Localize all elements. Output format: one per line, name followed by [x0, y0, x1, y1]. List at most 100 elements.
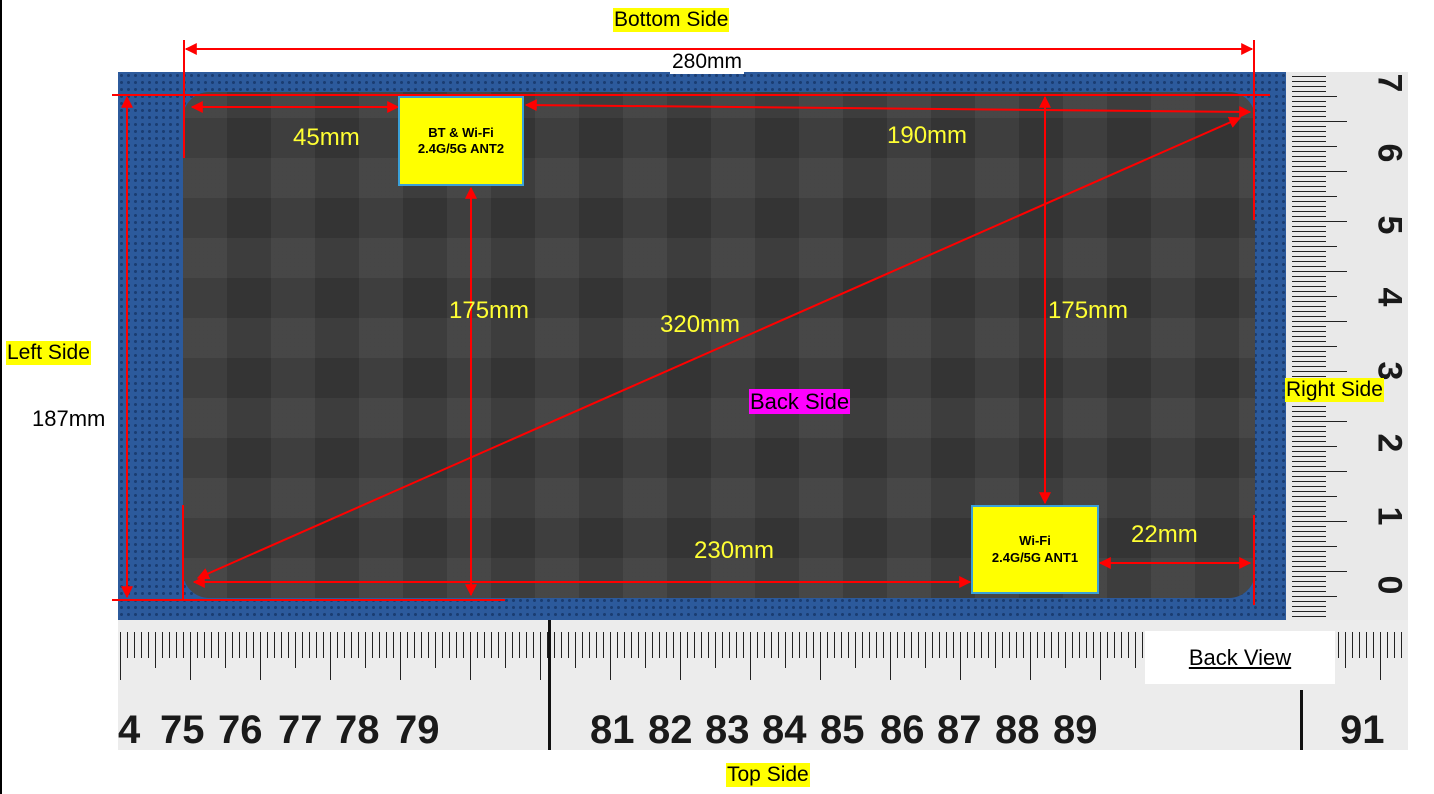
ruler-tick [456, 632, 457, 658]
ruler-tick [1292, 161, 1326, 162]
ruler-tick [1292, 471, 1347, 472]
right-side-label: Right Side [1285, 378, 1384, 403]
ruler-tick [883, 632, 884, 658]
ruler-tick [1292, 516, 1326, 517]
ruler-tick [309, 632, 310, 658]
ruler-tick [687, 632, 688, 658]
ruler-tick [589, 632, 590, 658]
ruler-tick [764, 632, 765, 658]
ruler-tick [1373, 632, 1374, 658]
ruler-tick [512, 632, 513, 658]
ruler-tick [1292, 186, 1326, 187]
ruler-tick [680, 632, 681, 680]
ruler-tick [603, 632, 604, 658]
ruler-tick [1292, 296, 1337, 297]
ruler-tick [1292, 486, 1326, 487]
ruler-tick [1352, 632, 1353, 658]
ruler-tick [967, 632, 968, 658]
ruler-tick [1292, 226, 1326, 227]
ant2-line2: 2.4G/5G ANT2 [417, 141, 505, 156]
dim-label-175-left: 175mm [449, 297, 530, 324]
ruler-tick [330, 632, 331, 680]
ruler-tick [1292, 501, 1326, 502]
ruler-tick [1292, 111, 1326, 112]
ruler-tick [519, 632, 520, 658]
ruler-number: 86 [880, 708, 925, 752]
ruler-tick [925, 632, 926, 668]
ruler-tick [1292, 276, 1326, 277]
back-side-label: Back Side [749, 389, 851, 415]
ruler-tick [1387, 632, 1388, 658]
ruler-tick [785, 632, 786, 668]
ruler-tick [1292, 436, 1326, 437]
ruler-tick [554, 632, 555, 658]
ruler-tick [1394, 632, 1395, 658]
ruler-tick [295, 632, 296, 668]
ruler-tick [1292, 416, 1326, 417]
ruler-tick [1292, 371, 1347, 372]
ruler-tick [1292, 101, 1326, 102]
ruler-tick [841, 632, 842, 658]
ruler-number: 77 [278, 708, 323, 752]
ruler-tick [1292, 231, 1326, 232]
ruler-tick [337, 632, 338, 658]
ruler-tick [1292, 331, 1326, 332]
ruler-tick [631, 632, 632, 658]
dim-label-230: 230mm [694, 537, 775, 564]
ruler-tick [659, 632, 660, 658]
ruler-tick [652, 632, 653, 658]
ruler-tick [911, 632, 912, 658]
ruler-tick [1292, 441, 1326, 442]
dim-label-320: 320mm [660, 311, 741, 338]
ruler-tick [288, 632, 289, 658]
ruler-tick [876, 632, 877, 658]
dim-label-190: 190mm [887, 122, 968, 149]
ruler-tick [1114, 632, 1115, 658]
ruler-tick [561, 632, 562, 658]
ruler-tick [1292, 526, 1326, 527]
ruler-number: 83 [705, 708, 750, 752]
ruler-tick [323, 632, 324, 658]
ruler-tick [932, 632, 933, 658]
ruler-tick [813, 632, 814, 658]
ruler-tick [1292, 506, 1326, 507]
ruler-tick [1292, 216, 1326, 217]
ruler-tick [596, 632, 597, 658]
ruler-tick [344, 632, 345, 658]
ruler-tick [610, 632, 611, 680]
ruler-tick [281, 632, 282, 658]
ruler-tick [834, 632, 835, 658]
ruler-tick [1292, 131, 1326, 132]
ruler-tick [1292, 351, 1326, 352]
ruler-tick [1051, 632, 1052, 658]
ruler-tick [1292, 521, 1347, 522]
ruler-tick [1292, 81, 1326, 82]
ruler-tick [1292, 461, 1326, 462]
ruler-tick [1292, 616, 1326, 617]
ruler-tick [1292, 536, 1326, 537]
ruler-tick [1292, 261, 1326, 262]
ruler-tick [1292, 326, 1326, 327]
ruler-tick [736, 632, 737, 658]
ruler-tick [708, 632, 709, 658]
ruler-number: 78 [335, 708, 380, 752]
ruler-tick [1292, 116, 1326, 117]
ruler-tick [1292, 301, 1326, 302]
ruler-tick [260, 632, 261, 680]
ruler-tick [568, 632, 569, 658]
ruler-tick [351, 632, 352, 658]
ruler-separator [548, 620, 551, 750]
ruler-tick [960, 632, 961, 680]
ruler-number: 75 [160, 708, 205, 752]
ruler-tick [974, 632, 975, 658]
ruler-tick [484, 632, 485, 658]
ruler-tick [1292, 156, 1326, 157]
ruler-tick [1030, 632, 1031, 680]
ruler-tick [1366, 632, 1367, 658]
ruler-tick [547, 632, 548, 658]
right-ruler [1286, 72, 1408, 620]
ruler-tick [1292, 476, 1326, 477]
ruler-tick [155, 632, 156, 668]
ruler-tick [218, 632, 219, 658]
